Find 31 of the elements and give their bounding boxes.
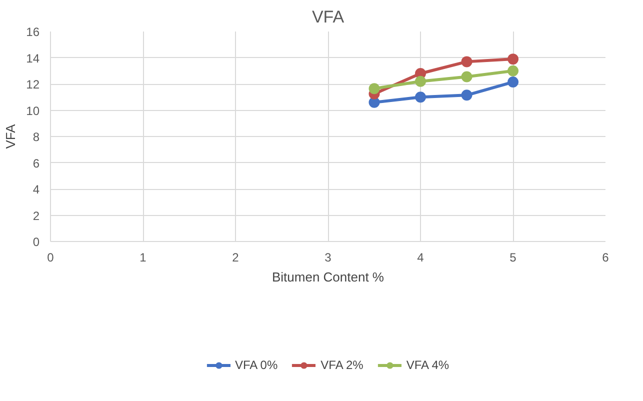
y-tick-label: 12	[26, 78, 40, 92]
y-tick-label: 8	[32, 130, 40, 144]
y-tick-label: 6	[32, 156, 40, 170]
legend-label: VFA 2%	[320, 358, 364, 372]
y-tick-label: 14	[26, 51, 40, 66]
x-tick-label: 5	[510, 250, 517, 264]
y-tick-label: 0	[32, 235, 40, 249]
x-tick-label: 2	[232, 250, 240, 264]
y-tick-label: 4	[32, 182, 40, 196]
chart-title: VFA	[312, 8, 345, 26]
x-tick-label: 0	[47, 250, 54, 264]
point	[461, 71, 472, 82]
point	[508, 76, 518, 88]
legend-label: VFA 4%	[406, 358, 450, 372]
point	[415, 76, 426, 87]
point	[461, 56, 472, 68]
point	[368, 83, 380, 94]
point	[508, 54, 518, 65]
point	[415, 92, 426, 103]
point	[461, 90, 472, 101]
x-tick-label: 3	[324, 250, 332, 264]
legend-label: VFA 0%	[234, 358, 278, 372]
y-tick-label: 16	[26, 25, 40, 39]
y-tick-label: 10	[26, 104, 40, 118]
x-tick-label: 4	[417, 250, 424, 264]
y-axis-title: VFA	[3, 124, 18, 149]
x-tick-label: 6	[602, 250, 610, 264]
x-axis-title: Bitumen Content %	[272, 270, 384, 284]
point	[508, 65, 518, 76]
y-tick-label: 2	[32, 208, 40, 223]
x-tick-label: 1	[140, 250, 147, 264]
